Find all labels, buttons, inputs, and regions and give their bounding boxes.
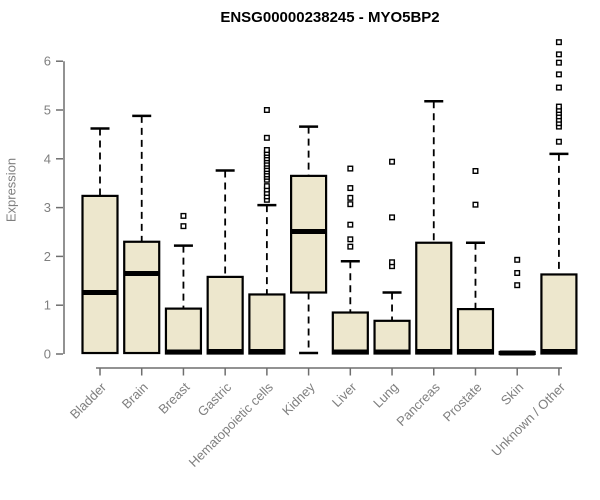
x-tick-label-breast: Breast: [155, 379, 192, 416]
outlier-point: [263, 134, 270, 141]
y-tick-label-1: 1: [44, 298, 51, 313]
outlier-point: [514, 269, 521, 276]
iqr-box: [206, 275, 244, 355]
outlier-point: [472, 201, 479, 208]
outlier-point: [555, 39, 562, 46]
outlier-point: [472, 167, 479, 174]
x-tick-label-kidney: Kidney: [279, 379, 318, 418]
iqr-box: [331, 311, 369, 355]
outlier-point: [263, 147, 270, 154]
outlier-point: [389, 214, 396, 221]
outlier-point: [347, 236, 354, 243]
outlier-point: [347, 243, 354, 250]
box-group-prostate: [456, 167, 495, 355]
outlier-point: [347, 165, 354, 172]
iqr-box: [415, 241, 453, 355]
outlier-point: [389, 158, 396, 165]
chart-title: ENSG00000238245 - MYO5BP2: [220, 9, 440, 26]
box-group-unknown-other: [540, 39, 578, 355]
outlier-point: [347, 201, 354, 208]
outlier-point: [263, 106, 270, 113]
outlier-point: [555, 71, 562, 78]
outlier-point: [514, 256, 521, 263]
x-tick-label-prostate: Prostate: [440, 380, 485, 425]
box-group-skin: [498, 256, 536, 356]
x-tick-label-liver: Liver: [329, 379, 360, 410]
box-group-breast: [164, 212, 203, 355]
y-tick-label-5: 5: [44, 103, 51, 118]
outlier-point: [347, 185, 354, 192]
x-tick-label-unknown-other: Unknown / Other: [488, 379, 568, 459]
y-tick-label-4: 4: [44, 151, 51, 166]
iqr-box: [540, 273, 578, 355]
outlier-point: [263, 183, 270, 190]
iqr-box: [164, 307, 203, 355]
outlier-point: [347, 194, 354, 201]
box-group-pancreas: [415, 99, 453, 355]
box-group-kidney: [290, 125, 328, 355]
outlier-point: [555, 59, 562, 66]
x-tick-label-lung: Lung: [370, 380, 401, 411]
box-group-gastric: [206, 169, 244, 355]
y-tick-label-6: 6: [44, 54, 51, 69]
outlier-point: [180, 212, 187, 219]
outlier-point: [514, 282, 521, 289]
iqr-box: [290, 174, 328, 294]
box-group-hematopoietic-cells: [248, 106, 286, 355]
iqr-box: [81, 194, 119, 355]
box-group-liver: [331, 165, 369, 355]
box-group-lung: [373, 158, 411, 355]
y-tick-label-2: 2: [44, 249, 51, 264]
y-tick-label-0: 0: [44, 347, 51, 362]
x-tick-label-brain: Brain: [119, 380, 151, 412]
x-tick-label-bladder: Bladder: [67, 379, 110, 422]
iqr-box: [456, 308, 495, 355]
x-tick-label-skin: Skin: [498, 380, 526, 408]
outlier-point: [555, 51, 562, 58]
box-group-bladder: [81, 127, 119, 355]
box-group-brain: [123, 114, 161, 355]
outlier-point: [555, 103, 562, 110]
outlier-point: [555, 138, 562, 145]
x-tick-label-pancreas: Pancreas: [393, 379, 443, 429]
outlier-point: [347, 221, 354, 228]
iqr-box: [248, 293, 286, 355]
iqr-box: [123, 240, 161, 355]
x-tick-label-gastric: Gastric: [195, 379, 235, 419]
outlier-point: [555, 84, 562, 91]
outlier-point: [389, 259, 396, 266]
y-tick-label-3: 3: [44, 200, 51, 215]
outlier-point: [180, 223, 187, 230]
iqr-box: [373, 319, 411, 355]
